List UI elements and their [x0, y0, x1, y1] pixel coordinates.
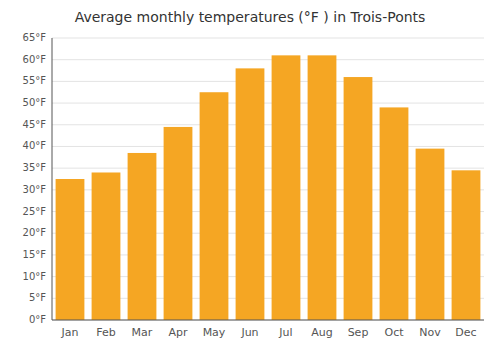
- y-tick-label: 10°F: [23, 271, 47, 282]
- x-tick-label: Jul: [278, 326, 292, 339]
- grid-line: [52, 124, 484, 125]
- grid-line: [52, 320, 484, 321]
- x-axis-line: [52, 320, 484, 321]
- x-tick-label: Feb: [96, 326, 115, 339]
- y-tick-label: 30°F: [23, 184, 47, 195]
- y-tick-label: 40°F: [23, 140, 47, 151]
- x-tick-label: Aug: [311, 326, 332, 339]
- x-tick-label: Apr: [168, 326, 188, 339]
- grid-line: [52, 146, 484, 147]
- bar: [416, 149, 445, 320]
- bar: [200, 92, 229, 320]
- grid-line: [52, 59, 484, 60]
- y-tick-label: 45°F: [23, 119, 47, 130]
- y-tick-label: 50°F: [23, 97, 47, 108]
- bar: [272, 55, 301, 320]
- y-tick-label: 25°F: [23, 206, 47, 217]
- bar: [344, 77, 373, 320]
- bar: [236, 68, 265, 320]
- title: Average monthly temperatures (°F ) in Tr…: [75, 9, 426, 25]
- y-tick-label: 5°F: [29, 292, 46, 303]
- x-tick-label: Sep: [348, 326, 369, 339]
- y-grid: [52, 38, 484, 320]
- bar: [164, 127, 193, 320]
- grid-line: [52, 81, 484, 82]
- bar: [128, 153, 157, 320]
- x-tick-label: Dec: [455, 326, 476, 339]
- grid-line: [52, 38, 484, 39]
- y-tick-label: 15°F: [23, 249, 47, 260]
- bar: [92, 172, 121, 320]
- y-tick-label: 60°F: [23, 54, 47, 65]
- x-tick-label: Nov: [419, 326, 441, 339]
- bar: [380, 107, 409, 320]
- bars: [56, 55, 481, 320]
- y-axis-line: [52, 38, 53, 320]
- x-tick-label: Mar: [132, 326, 153, 339]
- bar: [56, 179, 85, 320]
- y-tick-label: 65°F: [23, 32, 47, 43]
- y-tick-label: 35°F: [23, 162, 47, 173]
- x-tick-label: Jun: [240, 326, 258, 339]
- x-tick-label: Oct: [384, 326, 404, 339]
- chart: 0°F 5°F 10°F 15°F 20°F 25°F 30°F 35°F 40°F 45°F 50…: [0, 0, 500, 350]
- y-tick-label: 20°F: [23, 227, 47, 238]
- bar: [308, 55, 337, 320]
- y-tick-label: 55°F: [23, 75, 47, 86]
- y-tick-label: 0°F: [29, 314, 46, 325]
- x-tick-label: May: [203, 326, 226, 339]
- x-tick-label: Jan: [61, 326, 79, 339]
- grid-line: [52, 103, 484, 104]
- bar: [452, 170, 481, 320]
